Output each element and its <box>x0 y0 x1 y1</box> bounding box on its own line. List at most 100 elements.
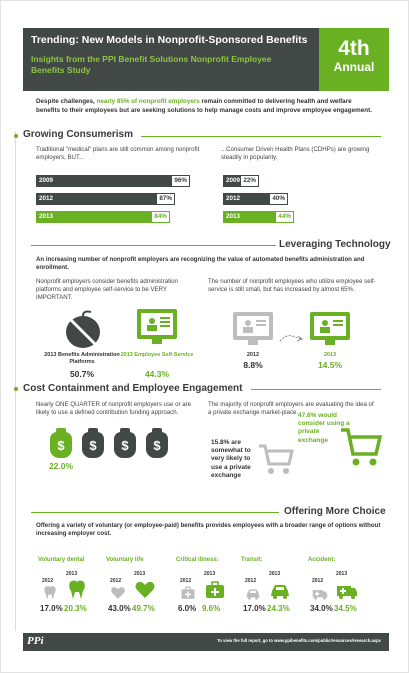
money-bag-icon: $ <box>82 428 104 458</box>
benefit-year: 2013 <box>134 571 146 577</box>
selfservice-value: 44.3% <box>144 369 170 379</box>
voluntary-life-icon <box>135 581 155 598</box>
bar-value-label: 87% <box>157 194 174 204</box>
benefit-year: 2013 <box>204 571 216 577</box>
bar-year-label: 2009 <box>39 177 54 184</box>
bar-year-label: 2012 <box>226 195 241 202</box>
choice-lead: Offering a variety of voluntary (or empl… <box>36 522 381 538</box>
monitor-2012-icon <box>233 312 273 345</box>
dc-value: 22.0% <box>48 461 74 471</box>
benefit-value: 43.0% <box>108 604 131 613</box>
mouse-icon <box>66 310 100 348</box>
benefit-value: 6.0% <box>178 604 197 613</box>
medical-bar-2012: 2012 87% <box>36 193 175 205</box>
benefit-value: 20.3% <box>64 604 87 613</box>
exchange-consider-text: 47.6% would consider using a private exc… <box>298 412 350 444</box>
transit-icon <box>271 585 289 599</box>
header-banner: Trending: New Models in Nonprofit-Sponso… <box>23 28 389 91</box>
timeline-line <box>15 131 16 631</box>
bar-value-label: 44% <box>276 212 293 222</box>
annual-badge: 4th Annual <box>319 28 389 91</box>
monitor-2013-icon <box>310 312 350 345</box>
benefit-value: 17.0% <box>40 604 63 613</box>
benefit-name: Voluntary dental <box>38 557 85 563</box>
bar-value-label: 40% <box>270 194 287 204</box>
section-title-cost: Cost Containment and Employee Engagement <box>23 383 243 394</box>
benefit-name: Accident: <box>308 557 336 563</box>
benefit-year: 2013 <box>336 571 348 577</box>
growing-right-text: ...Consumer Driven Health Plans (CDHPs) … <box>221 146 370 162</box>
benefit-year: 2012 <box>245 578 257 584</box>
voluntary-dental-icon <box>69 580 85 599</box>
footer-bar: PPi To view the full report, go to www.p… <box>23 633 389 651</box>
benefit-name: Transit: <box>241 557 263 563</box>
accident-icon <box>337 586 357 599</box>
section-rule <box>141 136 381 137</box>
benefit-year: 2012 <box>110 578 122 584</box>
benefit-year: 2013 <box>269 571 281 577</box>
technology-lead: An increasing number of nonprofit employ… <box>36 256 365 272</box>
platforms-value: 50.7% <box>69 369 95 379</box>
self-service-value-2012: 8.8% <box>243 360 263 370</box>
benefit-name: Voluntary life <box>106 557 144 563</box>
platforms-label: 2013 Benefits Administration Platforms <box>44 352 120 365</box>
cdhp-bar-2013: 2013 44% <box>223 211 294 223</box>
transit-icon <box>246 589 260 600</box>
benefit-year: 2012 <box>42 578 54 584</box>
accident-icon <box>312 590 328 600</box>
benefit-name: Critical illness: <box>176 557 219 563</box>
timeline-dot <box>14 134 18 138</box>
cdhp-bar-2009: 2009 22% <box>223 175 259 187</box>
section-title-technology: Leveraging Technology <box>279 239 391 250</box>
voluntary-dental-icon <box>44 586 56 600</box>
benefit-value: 49.7% <box>132 604 155 613</box>
self-service-year-2012: 2012 <box>246 352 260 358</box>
header-subtitle: Insights from the PPI Benefit Solutions … <box>31 54 272 75</box>
footer-link-text[interactable]: To view the full report, go to www.ppibe… <box>217 638 381 643</box>
medical-bar-2013: 2013 84% <box>36 211 170 223</box>
self-service-value-2013: 14.5% <box>317 360 343 370</box>
section-rule <box>31 512 279 513</box>
section-title-growing: Growing Consumerism <box>23 129 134 140</box>
critical-illness-icon <box>181 586 195 599</box>
growing-left-text: Traditional "medical" plans are still co… <box>36 146 200 162</box>
benefit-year: 2012 <box>312 578 324 584</box>
money-bag-icon: $ <box>114 428 136 458</box>
ppi-logo: PPi <box>27 635 44 647</box>
benefit-value: 17.0% <box>243 604 266 613</box>
section-rule <box>31 245 276 246</box>
bar-year-label: 2012 <box>39 195 54 202</box>
medical-bar-2009: 2009 96% <box>36 175 190 187</box>
money-bag-icon: $ <box>50 428 72 458</box>
arrow-right-icon <box>279 335 304 342</box>
bar-year-label: 2009 <box>226 177 241 184</box>
bar-value-label: 22% <box>241 176 258 186</box>
intro-paragraph: Despite challenges, nearly 85% of nonpro… <box>36 97 376 115</box>
self-service-year-2013: 2013 <box>323 352 337 358</box>
cost-left-text: Nearly ONE QUARTER of nonprofit employer… <box>36 401 191 417</box>
benefit-value: 9.6% <box>202 604 221 613</box>
voluntary-life-icon <box>111 587 125 599</box>
benefit-value: 34.0% <box>310 604 333 613</box>
intro-suffix: remain committed to delivering health an… <box>36 98 372 114</box>
intro-prefix: Despite challenges, <box>36 98 97 105</box>
section-title-choice: Offering More Choice <box>284 506 386 517</box>
monitor-user-icon <box>137 309 177 344</box>
selfservice-label: 2013 Employee Self-Service <box>120 352 194 358</box>
critical-illness-icon <box>206 581 224 598</box>
benefit-value: 24.3% <box>267 604 290 613</box>
bar-value-label: 84% <box>152 212 169 222</box>
bar-year-label: 2013 <box>39 213 54 220</box>
annual-label: Annual <box>333 60 375 74</box>
annual-number: 4th <box>338 37 370 60</box>
cost-right-text: The majority of nonprofit employers are … <box>208 401 374 417</box>
bar-value-label: 96% <box>172 176 189 186</box>
bar-year-label: 2013 <box>226 213 241 220</box>
intro-highlight: nearly 85% of nonprofit employers <box>96 98 200 105</box>
shopping-cart-green-icon <box>341 428 383 466</box>
header-title: Trending: New Models in Nonprofit-Sponso… <box>31 34 308 46</box>
technology-left-text: Nonprofit employers consider benefits ad… <box>36 278 178 302</box>
cdhp-bar-2012: 2012 40% <box>223 193 288 205</box>
benefit-year: 2012 <box>180 578 192 584</box>
benefit-value: 34.5% <box>334 604 357 613</box>
